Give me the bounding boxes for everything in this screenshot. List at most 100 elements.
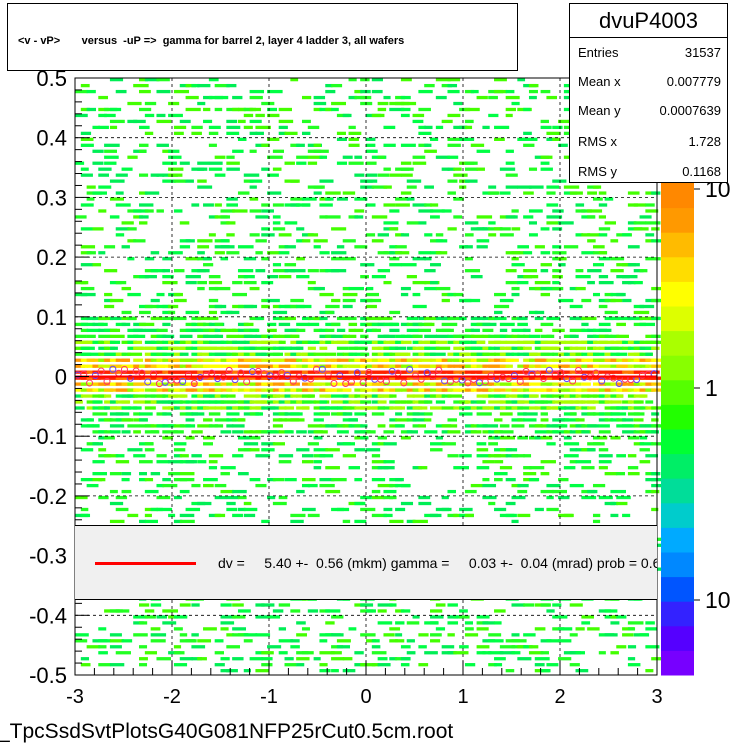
heatmap-cell [104, 454, 119, 458]
heatmap-cell [383, 370, 393, 374]
heatmap-cell [371, 388, 379, 392]
heatmap-cell [255, 352, 267, 356]
heatmap-cell [505, 161, 515, 165]
heatmap-cell [447, 364, 456, 368]
heatmap-cell [226, 645, 240, 649]
heatmap-cell [278, 233, 292, 237]
heatmap-cell [476, 651, 486, 655]
heatmap-cell [197, 251, 205, 255]
heatmap-cell [243, 394, 259, 398]
heatmap-cell [173, 131, 184, 136]
heatmap-cell [220, 430, 232, 434]
heatmap-cell [185, 460, 197, 464]
heatmap-cell [552, 280, 560, 285]
stat-value: 31537 [684, 45, 721, 60]
heatmap-cell [371, 651, 387, 655]
heatmap-cell [389, 627, 401, 631]
heatmap-cell [383, 460, 395, 464]
heatmap-cell [482, 483, 497, 488]
heatmap-cell [331, 657, 345, 661]
heatmap-cell [162, 257, 172, 261]
heatmap-cell [208, 275, 221, 279]
heatmap-cell [598, 346, 607, 350]
heatmap-cell [575, 316, 583, 321]
heatmap-cell [226, 388, 235, 392]
heatmap-cell [459, 454, 472, 458]
heatmap-cell [377, 382, 387, 386]
heatmap-cell [540, 424, 550, 428]
heatmap-cell [133, 621, 144, 625]
heatmap-cell [313, 352, 327, 356]
heatmap-cell [307, 346, 316, 350]
palette-cell [661, 355, 694, 381]
heatmap-cell [499, 227, 511, 231]
heatmap-cell [412, 203, 427, 207]
heatmap-cell [179, 603, 191, 607]
heatmap-cell [80, 657, 90, 661]
heatmap-cell [261, 280, 274, 285]
heatmap-cell [418, 143, 429, 147]
heatmap-cell [592, 376, 601, 380]
heatmap-cell [494, 125, 510, 130]
heatmap-cell [418, 633, 429, 637]
heatmap-cell [389, 388, 401, 392]
heatmap-cell [464, 233, 474, 237]
heatmap-cell [604, 609, 618, 613]
heatmap-cell [383, 334, 396, 338]
heatmap-cell [616, 352, 628, 356]
heatmap-cell [528, 89, 538, 94]
heatmap-cell [342, 334, 350, 338]
heatmap-cell [622, 280, 632, 285]
heatmap-cell [191, 125, 203, 130]
heatmap-cell [272, 227, 286, 231]
heatmap-cell [610, 501, 618, 506]
heatmap-cell [313, 245, 321, 249]
heatmap-cell [371, 352, 382, 356]
heatmap-cell [109, 298, 124, 303]
heatmap-cell [511, 346, 523, 350]
heatmap-cell [261, 257, 269, 261]
heatmap-cell [511, 424, 525, 428]
heatmap-cell [383, 95, 391, 100]
heatmap-cell [127, 119, 138, 124]
heatmap-cell [517, 513, 531, 518]
heatmap-cell [144, 489, 159, 494]
heatmap-cell [226, 507, 238, 512]
heatmap-cell [173, 454, 183, 458]
heatmap-cell [453, 292, 464, 297]
heatmap-cell [284, 406, 295, 410]
heatmap-cell [109, 430, 121, 434]
heatmap-cell [144, 304, 159, 309]
heatmap-cell [598, 394, 609, 398]
heatmap-cell [464, 125, 473, 130]
heatmap-cell [447, 376, 457, 380]
heatmap-cell [243, 507, 258, 512]
heatmap-cell [406, 418, 417, 422]
heatmap-cell [301, 358, 313, 362]
heatmap-cell [366, 292, 380, 297]
heatmap-cell [447, 603, 458, 607]
heatmap-cell [86, 418, 94, 422]
heatmap-cell [494, 137, 505, 141]
heatmap-cell [290, 609, 301, 613]
heatmap-cell [505, 185, 518, 189]
heatmap-cell [395, 507, 406, 512]
heatmap-cell [395, 388, 403, 392]
heatmap-cell [261, 143, 270, 147]
heatmap-cell [354, 197, 368, 201]
heatmap-cell [290, 203, 301, 207]
heatmap-cell [488, 400, 504, 404]
heatmap-cell [249, 340, 257, 344]
heatmap-cell [633, 412, 645, 416]
heatmap-cell [249, 179, 263, 183]
heatmap-cell [627, 364, 636, 368]
heatmap-cell [104, 292, 113, 297]
heatmap-cell [546, 203, 559, 207]
heatmap-cell [348, 322, 358, 327]
heatmap-cell [296, 143, 305, 147]
heatmap-cell [633, 442, 645, 446]
heatmap-cell [412, 519, 428, 524]
heatmap-cell [499, 191, 511, 195]
stat-label: Mean y [578, 103, 621, 118]
heatmap-cell [400, 263, 417, 267]
